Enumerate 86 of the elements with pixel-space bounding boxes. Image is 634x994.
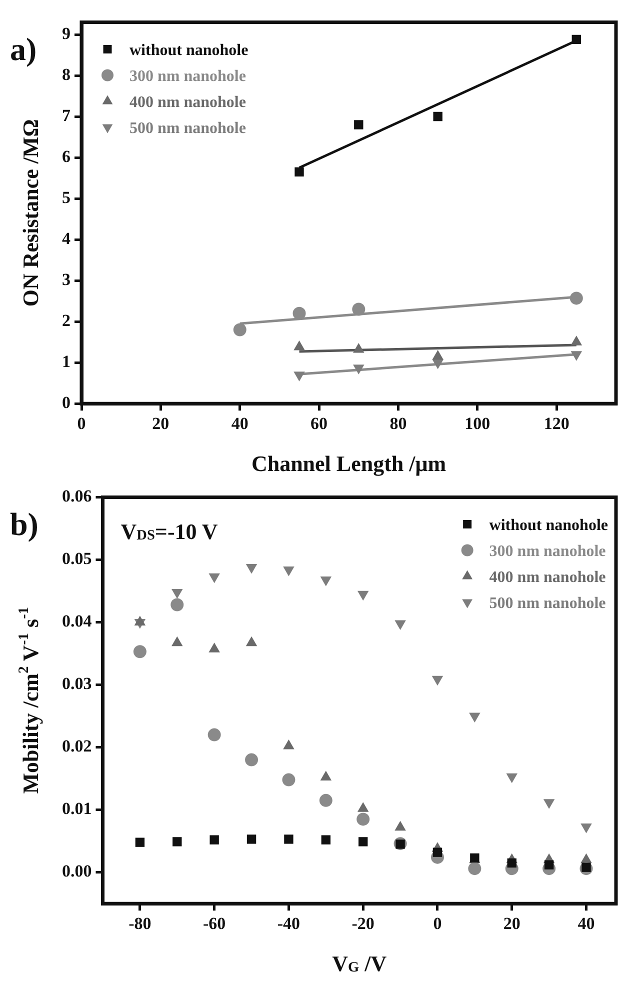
point bbox=[572, 34, 582, 44]
x-tick-label: 0 bbox=[433, 914, 442, 934]
x-tick-label: -40 bbox=[277, 914, 300, 934]
point bbox=[246, 834, 256, 844]
legend-label: 500 nm nanohole bbox=[489, 595, 606, 612]
x-tick-label: -80 bbox=[128, 914, 152, 934]
x-tick-label: 100 bbox=[464, 414, 490, 434]
point bbox=[321, 835, 330, 844]
x-axis-title: Channel Length /μm bbox=[251, 451, 446, 476]
point bbox=[433, 112, 442, 122]
x-tick-label: 40 bbox=[231, 414, 248, 434]
legend-label: 300 nm nanohole bbox=[130, 68, 246, 86]
y-tick-label: 6 bbox=[62, 146, 70, 166]
y-tick-label: 0 bbox=[62, 392, 70, 412]
point bbox=[506, 773, 518, 784]
point bbox=[283, 566, 294, 576]
point bbox=[580, 823, 592, 834]
x-axis-title: VG /V bbox=[332, 951, 387, 976]
point bbox=[246, 564, 258, 574]
point bbox=[507, 858, 516, 868]
point bbox=[352, 302, 366, 316]
point bbox=[320, 576, 332, 586]
point bbox=[319, 794, 332, 807]
legend-label: 400 nm nanohole bbox=[130, 94, 246, 112]
point bbox=[294, 167, 304, 176]
y-tick-label: 9 bbox=[62, 24, 70, 43]
point bbox=[570, 336, 582, 346]
point bbox=[570, 292, 583, 305]
x-tick-label: 40 bbox=[578, 914, 595, 934]
y-tick-label: 0.01 bbox=[62, 799, 92, 818]
legend-label: 300 nm nanohole bbox=[489, 543, 606, 560]
x-tick-label: 20 bbox=[503, 914, 520, 934]
point bbox=[357, 590, 369, 601]
point bbox=[294, 340, 305, 350]
x-tick-label: -20 bbox=[352, 914, 374, 934]
point bbox=[353, 342, 364, 353]
point bbox=[432, 350, 444, 360]
point bbox=[172, 588, 183, 599]
x-tick-label: 20 bbox=[152, 414, 170, 434]
y-tick-label: 0.02 bbox=[62, 736, 92, 756]
x-tick-label: -60 bbox=[202, 914, 226, 934]
y-tick-label: 7 bbox=[62, 106, 71, 125]
point bbox=[245, 753, 258, 766]
point bbox=[133, 645, 146, 658]
y-tick-label: 0.05 bbox=[62, 549, 92, 568]
y-tick-label: 0.00 bbox=[62, 862, 92, 881]
legend-label: without nanohole bbox=[489, 517, 608, 534]
text: a) bbox=[10, 31, 37, 67]
y-axis-title: Mobility /cm2 V-1 s-1 bbox=[16, 606, 43, 794]
x-tick-label: 60 bbox=[310, 414, 328, 434]
legend-label: 500 nm nanohole bbox=[130, 120, 246, 138]
point bbox=[432, 676, 444, 686]
point bbox=[135, 838, 145, 847]
point bbox=[172, 837, 182, 846]
point bbox=[354, 120, 364, 130]
point bbox=[543, 799, 555, 809]
text: b) bbox=[10, 506, 38, 542]
y-tick-label: 2 bbox=[62, 310, 70, 330]
point bbox=[469, 712, 480, 723]
point bbox=[282, 773, 296, 786]
x-tick-label: 120 bbox=[544, 414, 570, 434]
y-tick-label: 0.04 bbox=[62, 612, 92, 631]
point bbox=[284, 834, 294, 844]
y-tick-label: 4 bbox=[62, 228, 71, 248]
legend-label: without nanohole bbox=[130, 42, 248, 60]
point bbox=[468, 862, 482, 876]
point bbox=[356, 812, 370, 826]
point bbox=[233, 323, 246, 336]
y-tick-label: 0.03 bbox=[62, 674, 92, 694]
legend-label: 400 nm nanohole bbox=[489, 569, 606, 586]
y-tick-label: 8 bbox=[62, 64, 70, 84]
point bbox=[170, 598, 184, 612]
x-tick-label: 80 bbox=[390, 414, 407, 434]
y-axis-title: ON Resistance /MΩ bbox=[18, 119, 43, 307]
point bbox=[292, 306, 306, 320]
y-tick-label: 1 bbox=[62, 352, 70, 371]
y-tick-label: 3 bbox=[62, 270, 70, 289]
point bbox=[432, 848, 442, 857]
point bbox=[394, 620, 406, 630]
point bbox=[210, 835, 219, 844]
point bbox=[208, 573, 220, 584]
y-tick-label: 0.06 bbox=[62, 486, 92, 506]
point bbox=[358, 837, 368, 846]
annotation: VDS=-10 V bbox=[120, 519, 218, 544]
y-tick-label: 5 bbox=[62, 188, 70, 207]
point bbox=[208, 728, 221, 742]
